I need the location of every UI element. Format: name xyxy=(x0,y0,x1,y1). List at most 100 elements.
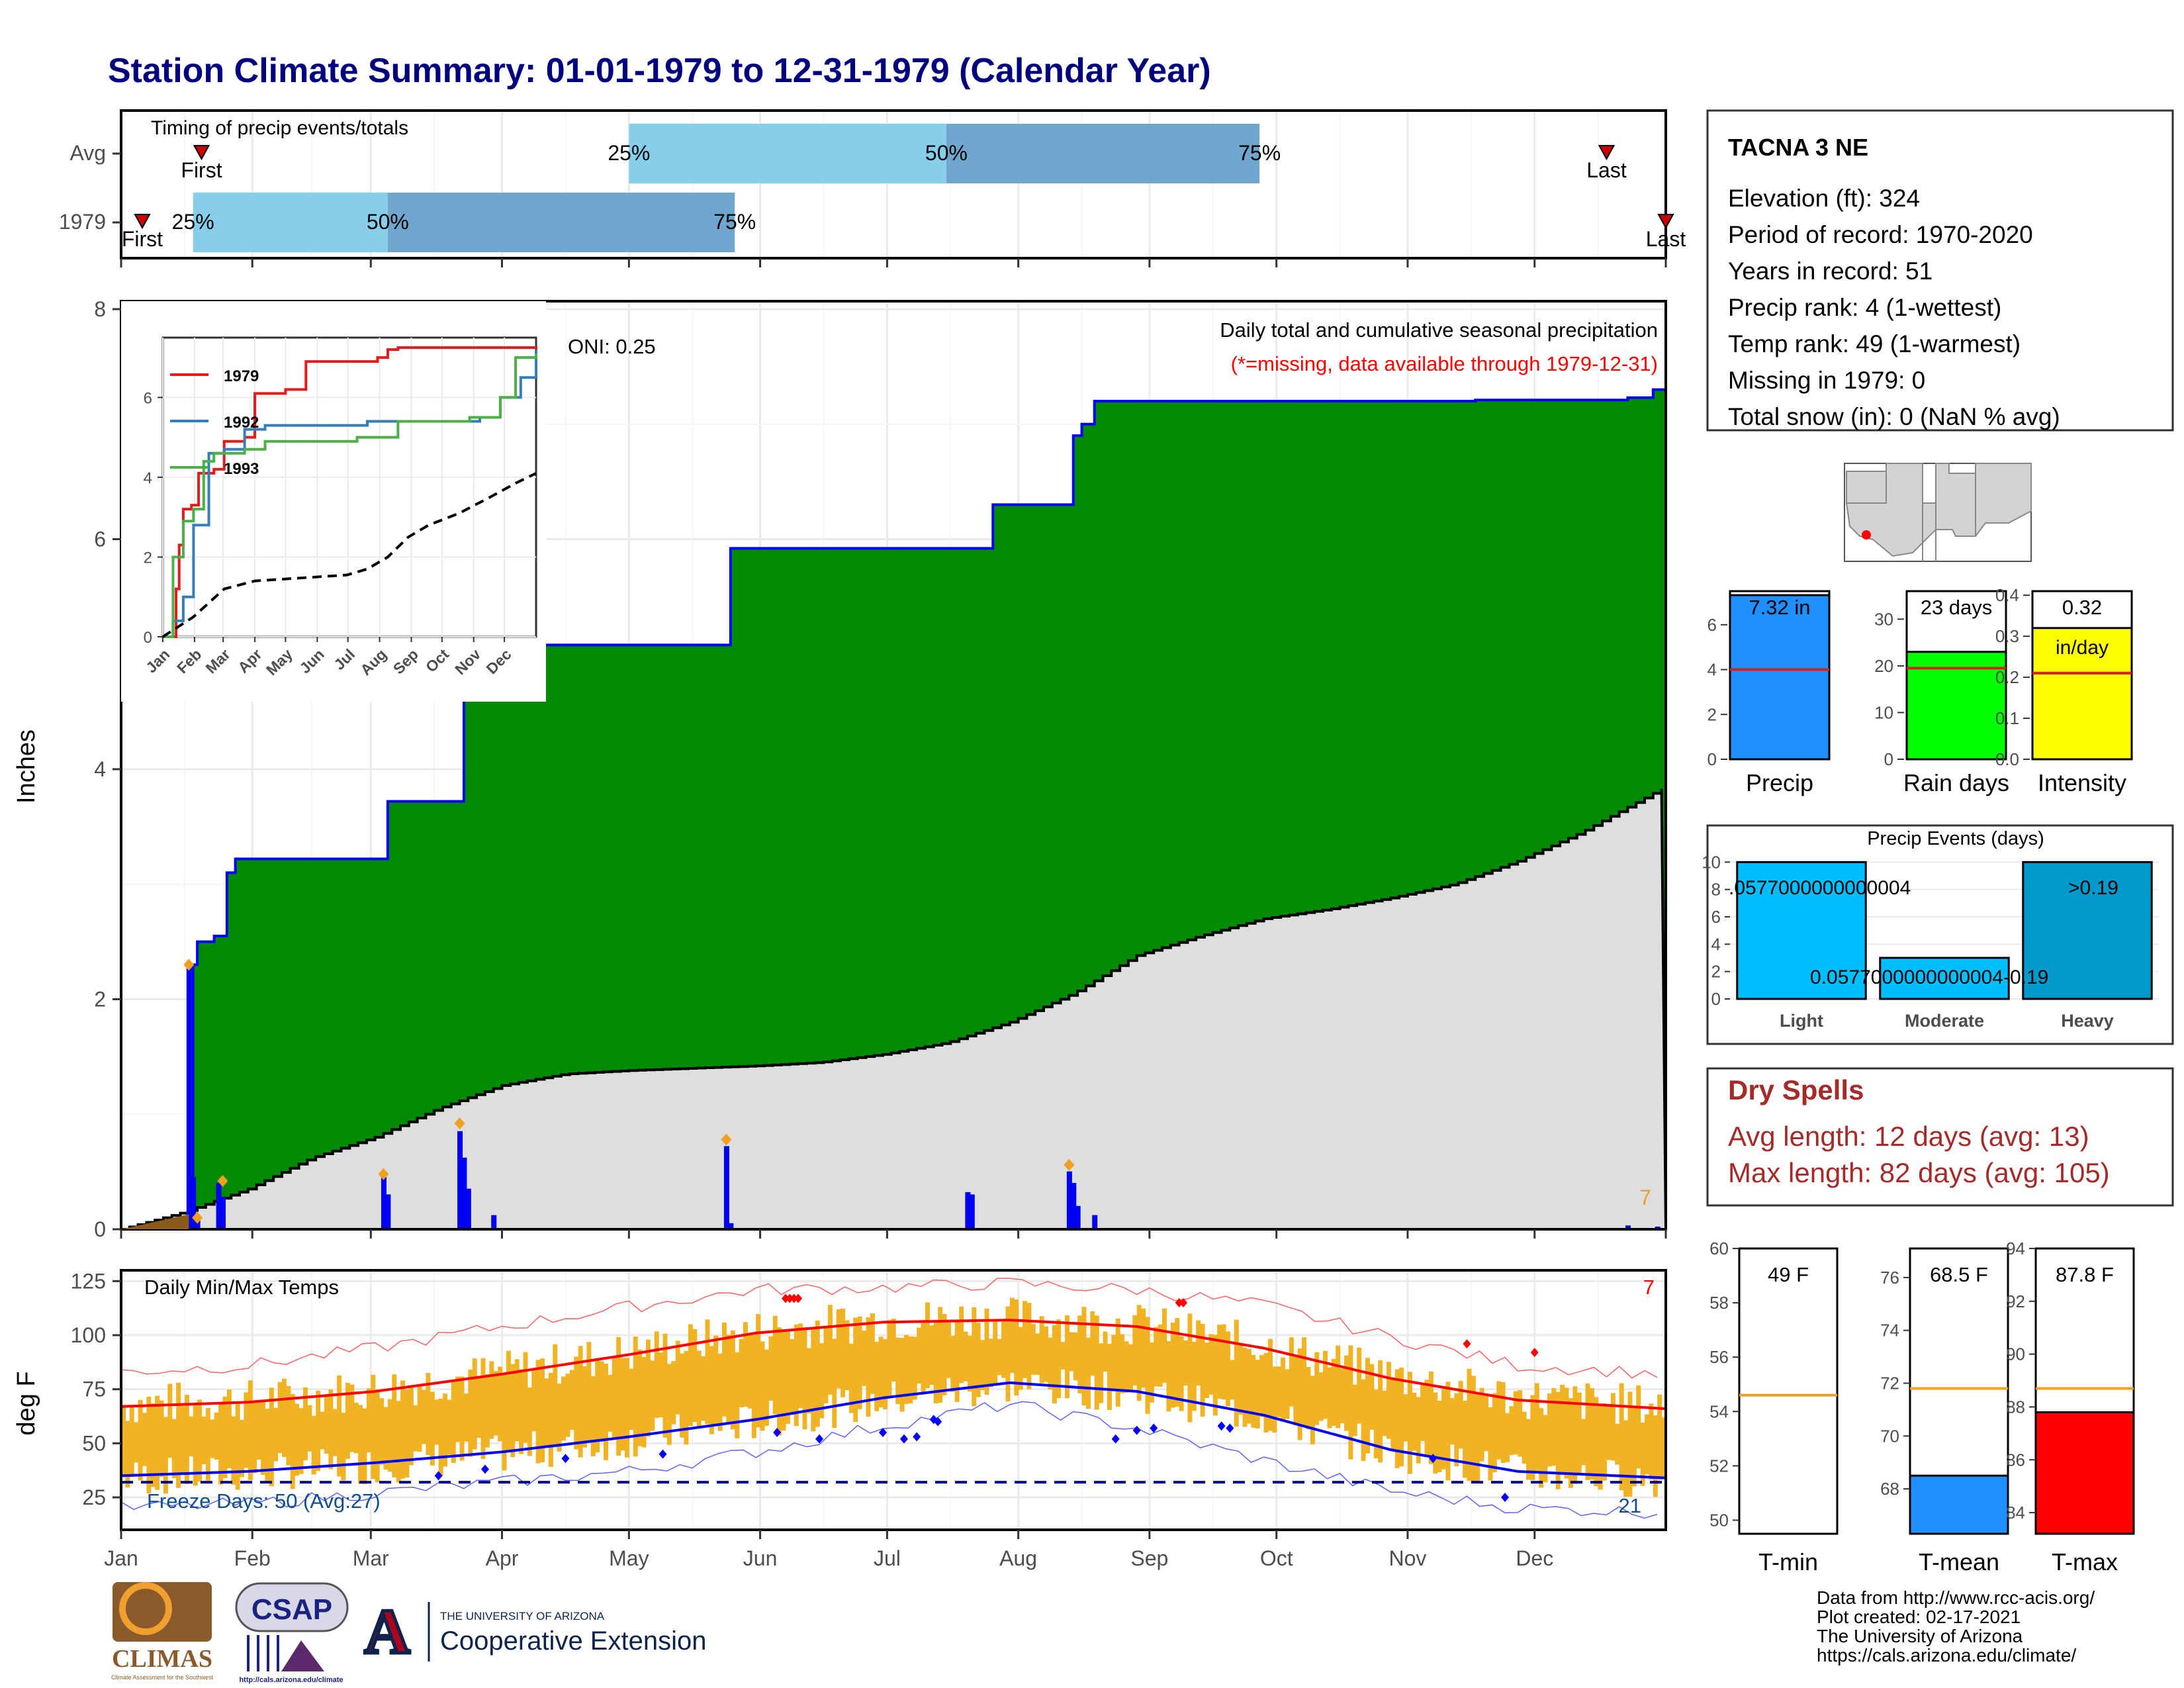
daily-temp-bar xyxy=(422,1389,427,1444)
daily-temp-bar xyxy=(180,1405,185,1474)
daily-precip-marker xyxy=(721,1133,732,1146)
events-label-heavy: >0.19 xyxy=(2068,877,2118,899)
daily-temp-bar xyxy=(1154,1327,1159,1387)
daily-temp-bar xyxy=(1200,1323,1205,1417)
daily-temp-bar xyxy=(371,1374,376,1479)
daily-temp-bar xyxy=(155,1395,160,1490)
daily-temp-bar xyxy=(1416,1397,1421,1464)
daily-temp-bar xyxy=(417,1385,422,1452)
precip-y-axis: 0 2 4 6 8 xyxy=(94,297,1667,1241)
daily-temp-bar xyxy=(1191,1341,1197,1411)
daily-temp-bar xyxy=(1111,1335,1116,1389)
daily-temp-bar xyxy=(1378,1360,1383,1463)
timing-year-iqr-low xyxy=(193,193,388,252)
temp-summary-t-min-label: T-min xyxy=(1758,1548,1818,1575)
dry-spells-frame xyxy=(1706,1067,2174,1207)
timing-avg-first-label: First xyxy=(181,158,222,182)
daily-temp-bar xyxy=(946,1321,951,1378)
summary-intensity-value: 0.32 xyxy=(2062,596,2102,619)
daily-temp-bar xyxy=(781,1330,786,1431)
events-bar-light xyxy=(1736,861,1867,1000)
daily-temp-bar xyxy=(590,1376,596,1457)
daily-temp-bar xyxy=(400,1380,406,1479)
daily-temp-bar xyxy=(514,1359,520,1442)
daily-temp-bar xyxy=(1525,1419,1531,1480)
daily-temp-bar xyxy=(1246,1349,1251,1424)
daily-precip-bar xyxy=(723,1146,729,1230)
record-low-marker xyxy=(913,1432,921,1442)
daily-precip-marker xyxy=(1064,1158,1075,1171)
daily-temp-bar xyxy=(548,1372,553,1468)
daily-temp-bar xyxy=(1293,1357,1298,1425)
daily-temp-bar xyxy=(231,1416,236,1485)
summary-precip-bar xyxy=(1729,594,1831,761)
daily-temp-bar xyxy=(281,1378,287,1458)
daily-temp-bar xyxy=(1437,1401,1442,1472)
precip-ytick-label: 4 xyxy=(94,757,106,781)
daily-temp-bar xyxy=(252,1402,257,1474)
temp-summary-t-mean-ytick-label: 74 xyxy=(1880,1321,1899,1340)
daily-temp-bar xyxy=(870,1313,875,1394)
ua-mark-box xyxy=(361,1602,414,1656)
daily-temp-bar xyxy=(713,1335,719,1425)
daily-temp-bar xyxy=(235,1402,240,1490)
daily-temp-bar xyxy=(1348,1345,1353,1460)
daily-temp-bar xyxy=(1594,1397,1599,1487)
month-label-Aug: Aug xyxy=(999,1546,1037,1570)
daily-temp-bar xyxy=(1382,1390,1387,1436)
daily-temp-bar xyxy=(1077,1315,1083,1393)
daily-temp-bar xyxy=(866,1317,871,1417)
daily-temp-bar xyxy=(261,1401,266,1476)
daily-temp-bar xyxy=(544,1378,549,1448)
daily-temp-bar xyxy=(1645,1414,1650,1475)
daily-temp-bar xyxy=(1555,1391,1561,1489)
daily-precip-marker xyxy=(192,1211,203,1224)
precip-ytick-label: 2 xyxy=(94,988,106,1011)
daily-temp-bar xyxy=(1657,1394,1662,1480)
daily-temp-bar xyxy=(1615,1423,1620,1465)
daily-temp-bar xyxy=(582,1366,587,1448)
daily-temp-bar xyxy=(1306,1367,1311,1430)
timing-avg-p25-label: 25% xyxy=(608,141,650,165)
daily-temp-bar xyxy=(1412,1392,1417,1451)
daily-temp-bar xyxy=(578,1346,583,1458)
daily-temp-bar xyxy=(1069,1332,1074,1372)
daily-temp-bar xyxy=(349,1384,355,1452)
record-low-marker xyxy=(1429,1454,1437,1464)
summary-intensity-ytick-label: 0.4 xyxy=(1995,585,2019,605)
daily-precip-marker xyxy=(378,1168,389,1180)
temp-summary-t-max-ytick-label: 90 xyxy=(2006,1344,2025,1364)
daily-temp-bar xyxy=(218,1402,224,1485)
daily-temp-bar xyxy=(1318,1372,1324,1421)
temp-summary-t-max-ytick-label: 84 xyxy=(2006,1503,2025,1523)
daily-temp-bar xyxy=(150,1403,156,1487)
daily-temp-bar xyxy=(1564,1387,1569,1479)
daily-precip-marker xyxy=(183,959,195,971)
daily-temp-bar xyxy=(383,1407,388,1470)
daily-temp-bar xyxy=(595,1358,600,1453)
record-high-marker xyxy=(790,1293,798,1303)
daily-temp-bar xyxy=(1403,1394,1408,1442)
daily-temp-bar xyxy=(1141,1308,1146,1388)
daily-temp-bar xyxy=(510,1364,516,1458)
summary-rain-days-bar xyxy=(1905,651,2007,761)
daily-temp-bar xyxy=(502,1374,507,1471)
daily-temp-bar xyxy=(1251,1354,1256,1428)
daily-temp-bar xyxy=(146,1396,152,1493)
daily-temp-bar xyxy=(1285,1369,1290,1419)
temp-ytick-label: 100 xyxy=(71,1323,106,1347)
timing-avg-last-marker xyxy=(1598,145,1615,161)
daily-temp-bar xyxy=(1572,1386,1578,1484)
daily-temp-bar xyxy=(222,1396,228,1478)
daily-temp-bar xyxy=(1196,1320,1201,1386)
summary-bars: 7.32 in 0 2 4 6 Precip 23 days 0 10 20 30 Rain days… xyxy=(1707,585,2133,796)
daily-temp-bar xyxy=(171,1419,177,1478)
daily-temp-bar xyxy=(1361,1379,1366,1461)
daily-temp-bar xyxy=(1598,1405,1603,1490)
daily-temp-bar xyxy=(709,1346,714,1434)
daily-temp-bar xyxy=(358,1405,363,1484)
daily-temp-bar xyxy=(523,1352,528,1443)
timing-year-p50-label: 50% xyxy=(367,210,409,234)
daily-temp-bar xyxy=(1103,1331,1108,1372)
